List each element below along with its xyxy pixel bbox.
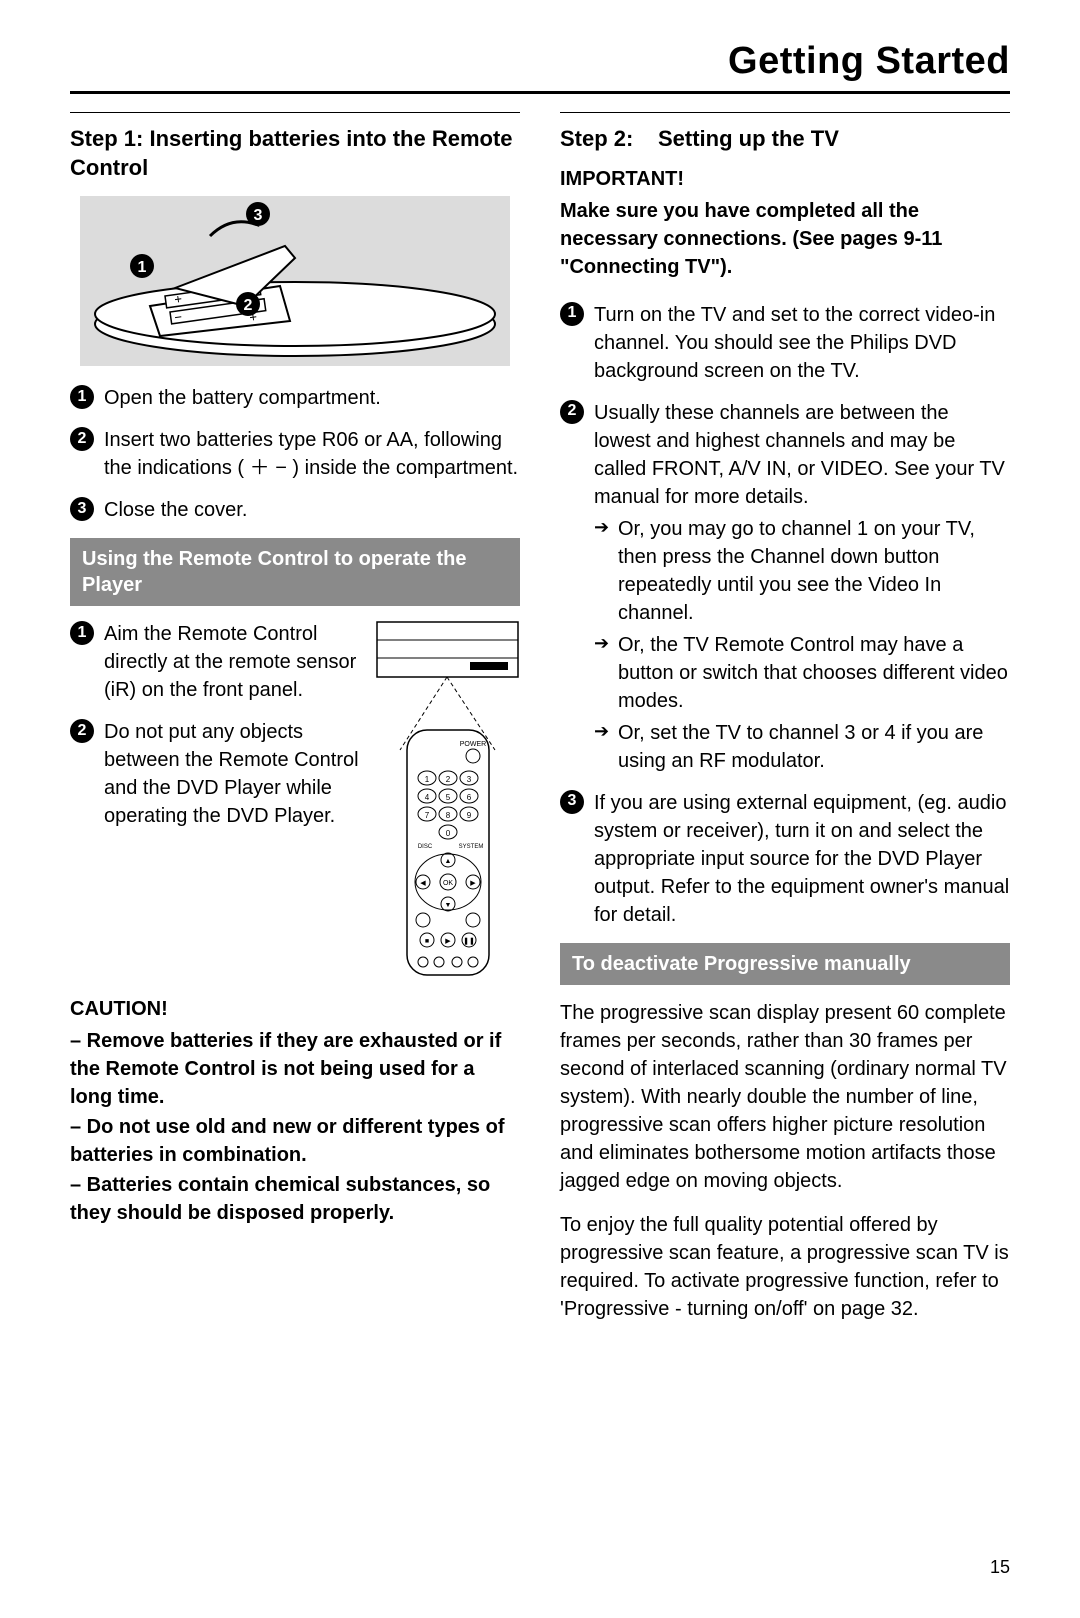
step-badge: 3 [560,790,584,814]
svg-text:DISC: DISC [418,844,433,850]
step-text: Turn on the TV and set to the correct vi… [594,304,995,382]
step-text: Open the battery compartment. [104,387,381,409]
svg-text:1: 1 [138,259,147,276]
svg-text:OK: OK [443,880,453,887]
list-item: 2 Do not put any objects between the Rem… [70,718,363,830]
step-text: Close the cover. [104,499,247,521]
step-text: If you are using external equipment, (eg… [594,792,1009,926]
remote-row: 1 Aim the Remote Control directly at the… [70,620,520,980]
caution-body: – Remove batteries if they are exhausted… [70,1027,520,1227]
progressive-banner: To deactivate Progressive manually [560,943,1010,985]
caution-heading: CAUTION! [70,998,520,1021]
step2-label: Step 2: [560,125,658,154]
step-badge: 3 [70,497,94,521]
step-text: Insert two batteries type R06 or AA, fol… [104,429,518,479]
list-item: 2 Usually these channels are between the… [560,399,1010,775]
svg-text:2: 2 [244,297,253,314]
svg-text:0: 0 [446,829,451,838]
remote-steps-list: 1 Aim the Remote Control directly at the… [70,620,363,830]
tv-steps-list: 1 Turn on the TV and set to the correct … [560,301,1010,929]
svg-text:▶: ▶ [470,880,476,887]
svg-text:▲: ▲ [445,858,452,865]
svg-text:4: 4 [425,793,430,802]
svg-text:1: 1 [425,775,430,784]
svg-text:2: 2 [446,775,451,784]
svg-text:▶: ▶ [445,938,451,945]
svg-text:3: 3 [467,775,472,784]
list-item: 1 Turn on the TV and set to the correct … [560,301,1010,385]
list-item: 2 Insert two batteries type R06 or AA, f… [70,426,520,482]
svg-text:8: 8 [446,811,451,820]
arrow-note: Or, you may go to channel 1 on your TV, … [594,515,1010,627]
list-item: 3 If you are using external equipment, (… [560,789,1010,929]
svg-text:7: 7 [425,811,430,820]
svg-text:3: 3 [254,207,263,224]
list-item: 1 Open the battery compartment. [70,384,520,412]
svg-text:5: 5 [446,793,451,802]
column-rule [70,112,520,113]
left-column: Step 1: Inserting batteries into the Rem… [70,112,520,1339]
remote-figure: POWER 1 2 3 4 5 6 7 8 9 0 DISC SYSTEM ▲ ▼ [375,620,520,980]
caution-item: – Remove batteries if they are exhausted… [70,1027,520,1111]
step1-title: Step 1: Inserting batteries into the Rem… [70,125,520,182]
column-rule [560,112,1010,113]
svg-text:■: ■ [425,938,429,945]
step-badge: 1 [70,621,94,645]
svg-text:SYSTEM: SYSTEM [459,844,484,850]
step2-text: Setting up the TV [658,125,839,154]
important-body: Make sure you have completed all the nec… [560,197,1010,281]
svg-text:6: 6 [467,793,472,802]
battery-steps-list: 1 Open the battery compartment. 2 Insert… [70,384,520,524]
svg-text:❚❚: ❚❚ [463,937,475,945]
step-badge: 2 [70,427,94,451]
important-section: IMPORTANT! Make sure you have completed … [560,168,1010,281]
arrow-note: Or, set the TV to channel 3 or 4 if you … [594,719,1010,775]
svg-text:◀: ◀ [420,880,426,887]
step-badge: 1 [70,385,94,409]
svg-text:9: 9 [467,811,472,820]
step-badge: 2 [70,719,94,743]
step-badge: 2 [560,400,584,424]
using-remote-banner: Using the Remote Control to operate the … [70,538,520,606]
list-item: 1 Aim the Remote Control directly at the… [70,620,363,704]
caution-section: CAUTION! – Remove batteries if they are … [70,998,520,1227]
step-badge: 1 [560,302,584,326]
step-text: Usually these channels are between the l… [594,402,1005,508]
caution-item: – Batteries contain chemical substances,… [70,1171,520,1227]
svg-text:▼: ▼ [445,902,452,909]
progressive-paragraph-1: The progressive scan display present 60 … [560,999,1010,1195]
caution-item: – Do not use old and new or different ty… [70,1113,520,1169]
page-header: Getting Started [70,40,1010,94]
list-item: 3 Close the cover. [70,496,520,524]
battery-figure: + − − + 1 2 3 [70,196,520,366]
arrow-note: Or, the TV Remote Control may have a but… [594,631,1010,715]
page-title: Getting Started [70,40,1010,83]
page-number: 15 [990,1557,1010,1578]
step2-title: Step 2: Setting up the TV [560,125,1010,154]
svg-text:POWER: POWER [460,741,486,748]
important-heading: IMPORTANT! [560,168,1010,191]
right-column: Step 2: Setting up the TV IMPORTANT! Mak… [560,112,1010,1339]
step-text: Aim the Remote Control directly at the r… [104,623,356,701]
two-column-layout: Step 1: Inserting batteries into the Rem… [70,112,1010,1339]
progressive-paragraph-2: To enjoy the full quality potential offe… [560,1211,1010,1323]
step-text: Do not put any objects between the Remot… [104,721,359,827]
